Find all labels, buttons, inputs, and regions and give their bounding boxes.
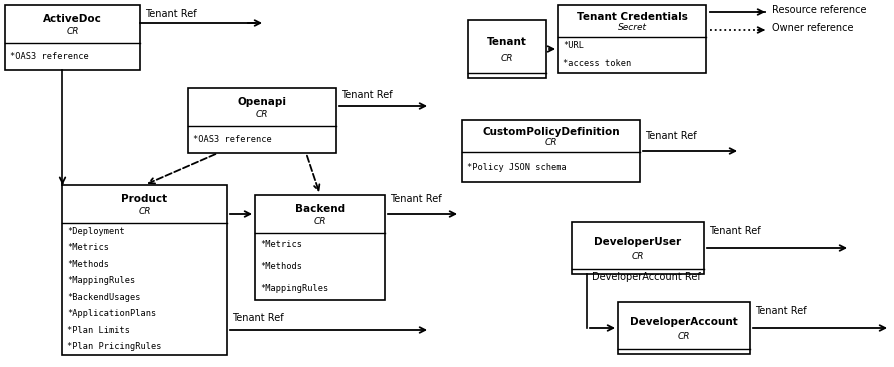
Text: *Plan PricingRules: *Plan PricingRules	[67, 342, 161, 351]
Text: Tenant Credentials: Tenant Credentials	[576, 12, 687, 22]
Text: Tenant Ref: Tenant Ref	[232, 313, 283, 323]
Text: Tenant Ref: Tenant Ref	[341, 90, 392, 100]
Text: CR: CR	[138, 207, 150, 216]
Text: CR: CR	[631, 252, 644, 261]
Text: Secret: Secret	[617, 23, 645, 32]
Text: Tenant Ref: Tenant Ref	[145, 9, 197, 19]
Text: Resource reference: Resource reference	[772, 5, 865, 15]
Bar	[571, 222, 704, 274]
Text: CR: CR	[500, 54, 512, 63]
Text: *URL: *URL	[562, 41, 584, 51]
Text: ActiveDoc: ActiveDoc	[43, 14, 102, 25]
Text: *OAS3 reference: *OAS3 reference	[10, 52, 89, 61]
Text: *ApplicationPlans: *ApplicationPlans	[67, 309, 156, 318]
Text: CR: CR	[677, 332, 689, 341]
Bar	[255, 195, 384, 300]
Text: *Metrics: *Metrics	[260, 240, 301, 249]
Bar	[461, 120, 639, 182]
Text: Backend: Backend	[295, 204, 345, 214]
Text: CR: CR	[66, 27, 79, 36]
Text: CR: CR	[314, 217, 326, 226]
Text: Tenant Ref: Tenant Ref	[645, 131, 696, 141]
Text: DeveloperUser: DeveloperUser	[594, 237, 681, 247]
Text: *Plan Limits: *Plan Limits	[67, 326, 130, 335]
Text: Openapi: Openapi	[237, 98, 286, 108]
Bar	[557, 5, 705, 73]
Bar	[468, 20, 545, 78]
Text: *Deployment: *Deployment	[67, 227, 124, 236]
Text: *Methods: *Methods	[260, 262, 301, 271]
Text: *BackendUsages: *BackendUsages	[67, 293, 140, 302]
Text: CustomPolicyDefinition: CustomPolicyDefinition	[482, 127, 620, 137]
Text: *Policy JSON schema: *Policy JSON schema	[467, 163, 566, 171]
Bar	[5, 5, 139, 70]
Text: Tenant Ref: Tenant Ref	[708, 226, 760, 236]
Text: *MappingRules: *MappingRules	[67, 276, 135, 285]
Text: DeveloperAccount: DeveloperAccount	[629, 317, 737, 327]
Text: *Methods: *Methods	[67, 260, 109, 269]
Text: Product: Product	[122, 195, 167, 204]
Text: *Metrics: *Metrics	[67, 243, 109, 252]
Text: Tenant Ref: Tenant Ref	[390, 194, 441, 204]
Text: Tenant Ref: Tenant Ref	[755, 306, 805, 316]
Text: *MappingRules: *MappingRules	[260, 284, 328, 293]
Text: Owner reference: Owner reference	[772, 23, 853, 33]
Text: DeveloperAccount Ref: DeveloperAccount Ref	[591, 272, 700, 282]
Text: Tenant: Tenant	[486, 37, 527, 47]
Bar	[618, 302, 749, 354]
Bar	[62, 185, 227, 355]
Text: *access token: *access token	[562, 59, 630, 69]
Text: CR: CR	[256, 110, 268, 119]
Text: *OAS3 reference: *OAS3 reference	[193, 135, 272, 144]
Text: CR: CR	[544, 138, 557, 147]
Bar	[188, 88, 335, 153]
